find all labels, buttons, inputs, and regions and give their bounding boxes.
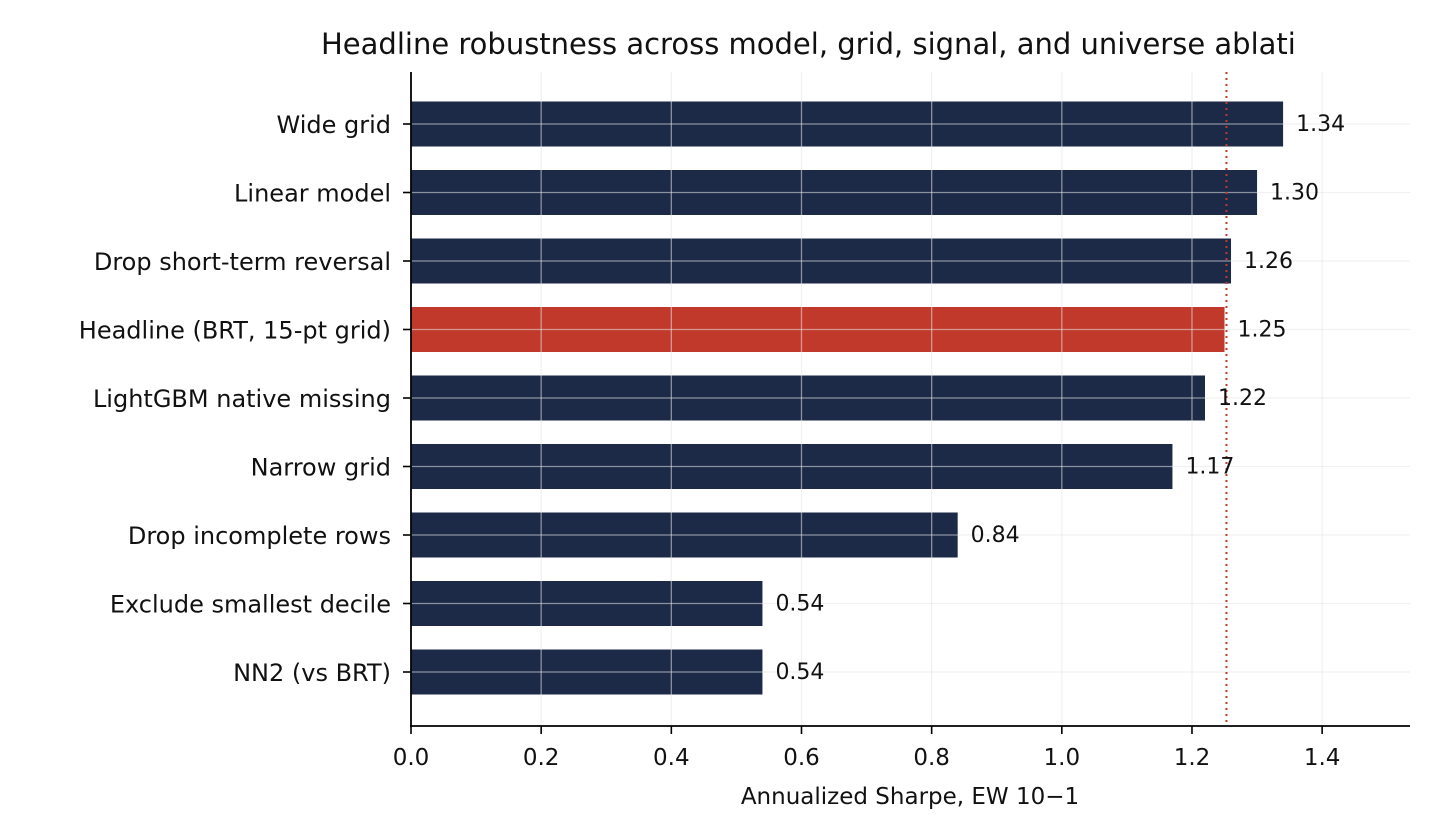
grid-layer — [410, 72, 1410, 726]
value-label: 0.84 — [971, 523, 1020, 548]
value-label: 0.54 — [775, 592, 824, 617]
category-label: Headline (BRT, 15-pt grid) — [79, 317, 391, 345]
value-label: 0.54 — [775, 660, 824, 685]
x-tick-label: 1.2 — [1174, 745, 1211, 771]
category-label: NN2 (vs BRT) — [233, 659, 391, 687]
category-label: Exclude smallest decile — [110, 591, 391, 619]
value-label: 1.17 — [1185, 455, 1234, 480]
value-label: 1.22 — [1218, 386, 1267, 411]
x-tick-label: 0.6 — [783, 745, 820, 771]
category-label: Drop incomplete rows — [128, 522, 391, 550]
category-label: Wide grid — [276, 111, 391, 139]
labels-layer: 0.0 0.2 0.4 0.6 0.8 1.0 1.2 1.4 Wide grid 1.34 Lin… — [79, 111, 1345, 771]
x-tick-label: 0.2 — [523, 745, 560, 771]
x-tick-label: 1.4 — [1304, 745, 1341, 771]
value-label: 1.34 — [1296, 112, 1345, 137]
x-tick-label: 0.4 — [653, 745, 690, 771]
axes-layer — [403, 72, 1410, 734]
x-axis-label: Annualized Sharpe, EW 10−1 — [741, 784, 1079, 810]
value-label: 1.30 — [1270, 181, 1319, 206]
category-label: Narrow grid — [251, 454, 391, 482]
x-tick-label: 0.8 — [913, 745, 950, 771]
category-label: Linear model — [234, 180, 391, 208]
x-tick-label: 0.0 — [393, 745, 430, 771]
chart-title: Headline robustness across model, grid, … — [321, 27, 1296, 61]
x-tick-label: 1.0 — [1044, 745, 1081, 771]
value-label: 1.25 — [1238, 318, 1287, 343]
category-label: LightGBM native missing — [93, 385, 391, 413]
value-label: 1.26 — [1244, 249, 1293, 274]
category-label: Drop short-term reversal — [94, 248, 391, 276]
